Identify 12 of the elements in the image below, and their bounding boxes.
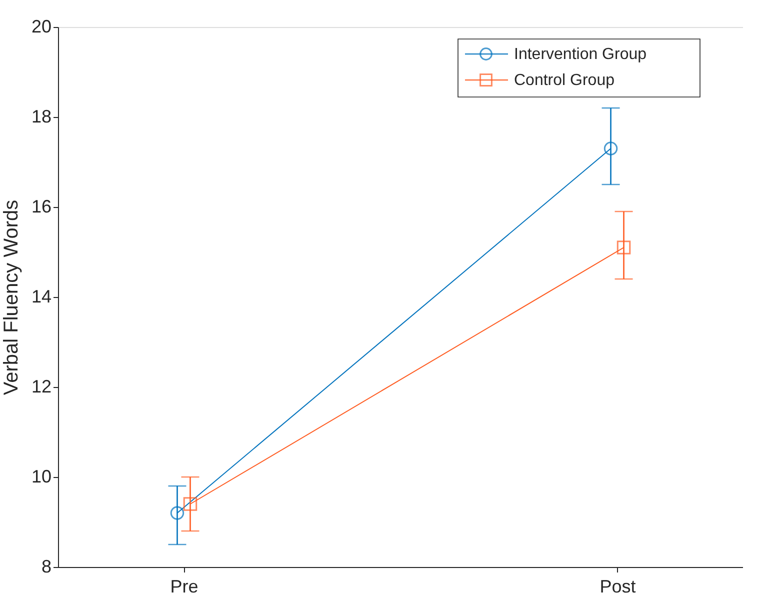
y-tick-label: 12 [31,376,52,396]
y-tick-label: 16 [31,196,52,216]
y-tick-label: 18 [31,106,52,126]
y-tick-label: 8 [41,556,52,576]
y-axis-title: Verbal Fluency Words [0,200,22,396]
y-tick-label: 10 [31,466,52,486]
legend-label: Intervention Group [514,46,647,63]
y-tick-label: 14 [31,286,52,306]
x-tick-label: Post [600,576,636,596]
x-tick-label: Pre [170,576,198,596]
y-tick-label: 20 [31,16,52,36]
legend-label: Control Group [514,72,615,89]
